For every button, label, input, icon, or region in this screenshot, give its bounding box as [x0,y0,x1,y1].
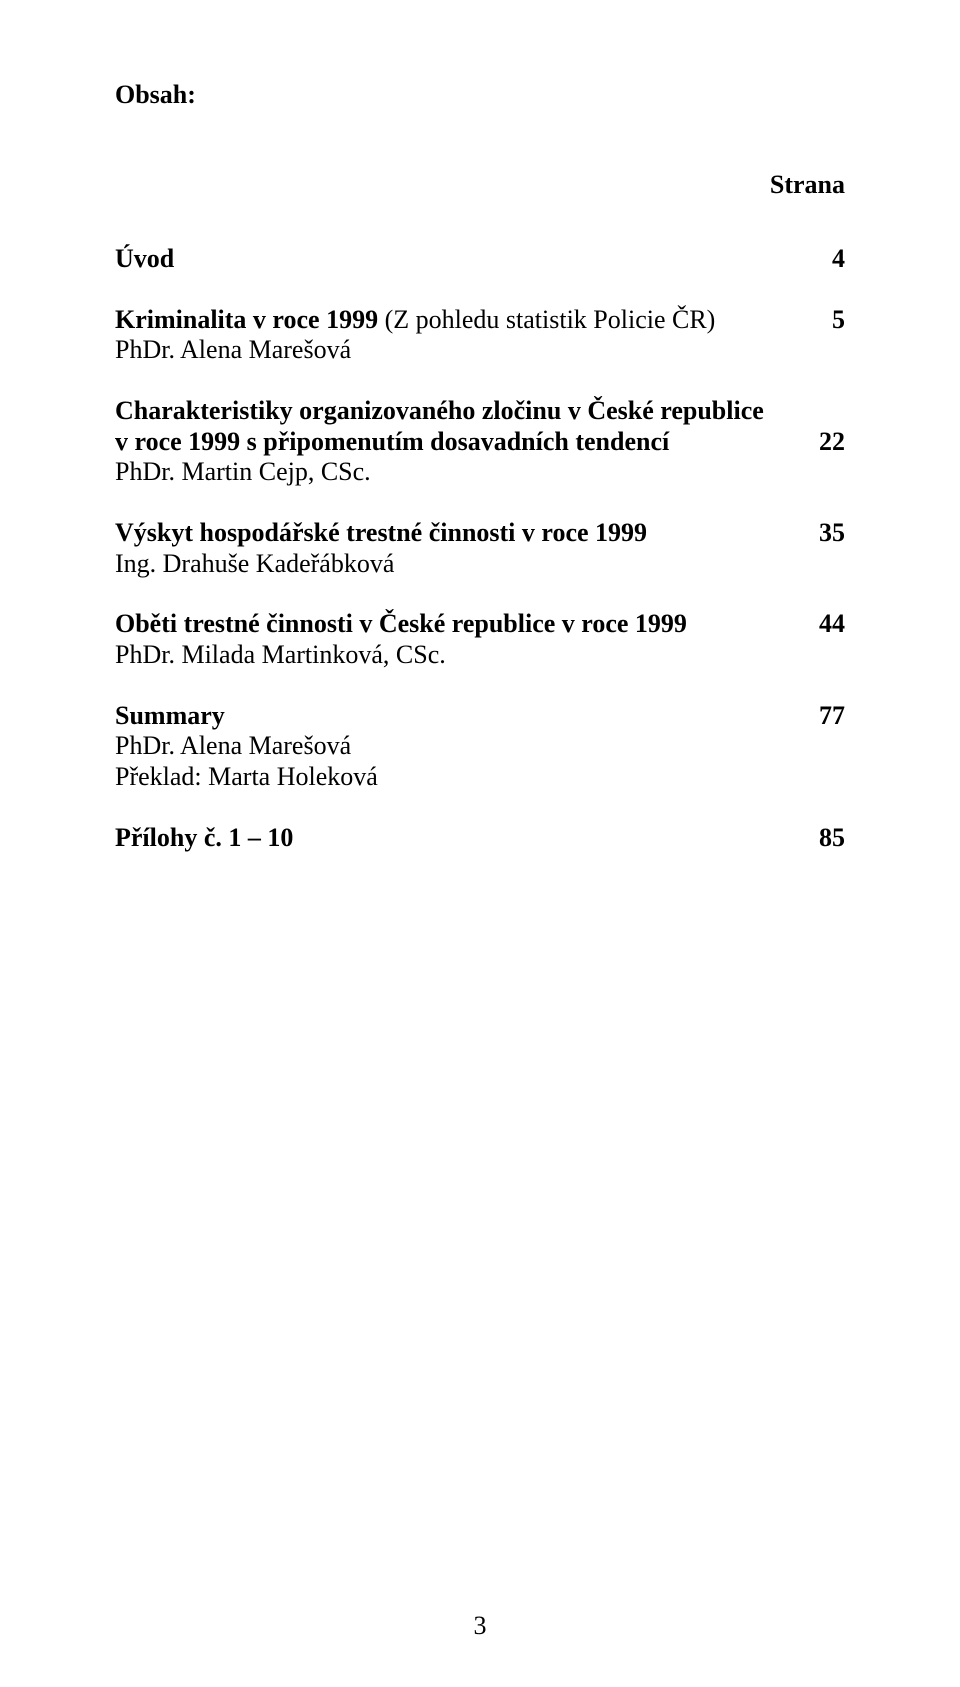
toc-entry: Oběti trestné činnosti v České republice… [115,609,845,670]
toc-entry: Charakteristiky organizovaného zločinu v… [115,396,845,488]
toc-page-number: 22 [805,427,845,457]
toc-title-line2: v roce 1999 s připomenutím dosavadních t… [115,427,775,458]
toc-title: Summary [115,701,775,732]
toc-title: Kriminalita v roce 1999 (Z pohledu stati… [115,305,775,336]
toc-title: Výskyt hospodářské trestné činnosti v ro… [115,518,775,549]
toc-author: PhDr. Alena Marešová [115,335,775,366]
toc-title: Oběti trestné činnosti v České republice… [115,609,775,640]
toc-author: Ing. Drahuše Kadeřábková [115,549,775,580]
toc-page-number: 35 [805,518,845,548]
toc-title: Charakteristiky organizovaného zločinu v… [115,396,775,427]
toc-author: PhDr. Alena Marešová [115,731,775,762]
toc-title-bold: Kriminalita v roce 1999 [115,305,385,334]
toc-title-suffix: (Z pohledu statistik Policie ČR) [385,305,716,334]
toc-author: PhDr. Milada Martinková, CSc. [115,640,775,671]
column-header-page: Strana [115,170,845,200]
toc-author: PhDr. Martin Cejp, CSc. [115,457,775,488]
toc-title: Úvod [115,244,775,275]
toc-entry: Přílohy č. 1 – 10 85 [115,823,845,854]
toc-heading: Obsah: [115,80,845,110]
toc-translator: Překlad: Marta Holeková [115,762,775,793]
toc-entry: Výskyt hospodářské trestné činnosti v ro… [115,518,845,579]
footer-page-number: 3 [0,1611,960,1641]
toc-page-number: 4 [805,244,845,274]
toc-page-number: 85 [805,823,845,853]
toc-page-number: 5 [805,305,845,335]
toc-title: Přílohy č. 1 – 10 [115,823,775,854]
toc-page-number: 44 [805,609,845,639]
toc-entry: Kriminalita v roce 1999 (Z pohledu stati… [115,305,845,366]
toc-entry: Summary PhDr. Alena Marešová Překlad: Ma… [115,701,845,793]
toc-entry: Úvod 4 [115,244,845,275]
toc-page-number: 77 [805,701,845,731]
